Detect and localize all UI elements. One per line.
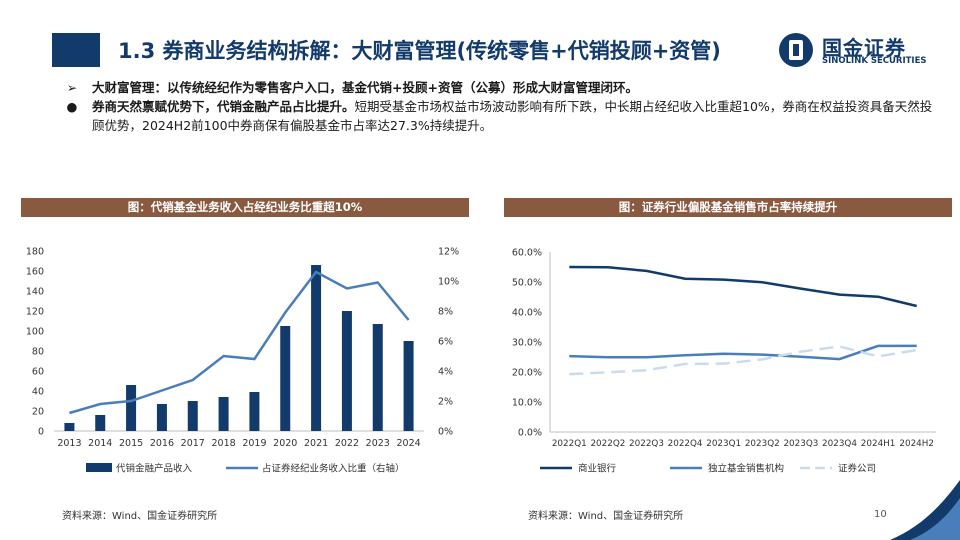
- legend-label: 证券公司: [838, 463, 876, 475]
- y-tick-label-right: 2%: [438, 397, 453, 408]
- x-tick-label: 2024H2: [899, 439, 934, 449]
- bullet-bold-text: 券商天然禀赋优势下，代销金融产品占比提升。: [92, 99, 355, 114]
- x-tick-label: 2023Q2: [745, 439, 780, 449]
- title-accent-block: [52, 33, 100, 67]
- x-tick-label: 2015: [119, 438, 143, 449]
- bullet-item: ➢ 大财富管理：以传统经纪作为零售客户入口，基金代销+投顾+资管（公募）形成大财…: [62, 78, 942, 97]
- legend-label: 商业银行: [578, 463, 617, 475]
- x-tick-label: 2016: [150, 438, 174, 449]
- bar: [218, 397, 229, 431]
- x-tick-label: 2013: [57, 438, 81, 449]
- y-tick-label-left: 60: [32, 367, 44, 378]
- x-tick-label: 2019: [242, 438, 266, 449]
- series-line-3: [569, 345, 917, 376]
- bullet-list: ➢ 大财富管理：以传统经纪作为零售客户入口，基金代销+投顾+资管（公募）形成大财…: [62, 78, 942, 135]
- y-tick-label-left: 80: [32, 347, 44, 358]
- bar: [126, 385, 137, 431]
- bar: [280, 326, 291, 431]
- page-number: 10: [874, 509, 887, 520]
- left-chart: 0 20 40 60 80 100 120 140 160 180 0% 2% 4% 6% 8% 10% 12%…: [26, 247, 459, 475]
- y-tick-label-right: 8%: [438, 307, 453, 318]
- bar: [64, 423, 75, 431]
- series-line-1: [569, 265, 917, 308]
- right-chart-source: 资料来源：Wind、国金证券研究所: [528, 511, 684, 522]
- y-tick-label: 50.0%: [512, 278, 542, 289]
- left-chart-source: 资料来源：Wind、国金证券研究所: [62, 511, 218, 522]
- y-tick-label-right: 12%: [438, 247, 459, 258]
- bar: [372, 324, 383, 431]
- y-tick-label-left: 40: [32, 387, 44, 398]
- bar: [341, 311, 352, 431]
- bar: [187, 401, 198, 431]
- bar: [403, 341, 414, 431]
- logo-emblem-icon: [779, 33, 813, 67]
- right-chart: 0.0% 10.0% 20.0% 30.0% 40.0% 50.0% 60.0% 2022Q1…: [512, 248, 936, 475]
- y-tick-label-left: 100: [26, 327, 44, 338]
- y-tick-label-left: 160: [26, 267, 44, 278]
- x-tick-label: 2023Q4: [822, 439, 857, 449]
- left-chart-title: 图：代销基金业务收入占经纪业务比重超10%: [21, 198, 469, 217]
- y-tick-label-right: 6%: [438, 337, 453, 348]
- y-tick-label-left: 20: [32, 407, 44, 418]
- y-tick-label: 20.0%: [512, 368, 542, 379]
- y-tick-label-left: 0: [38, 427, 44, 438]
- x-tick-label: 2022Q1: [552, 439, 587, 449]
- legend-label: 独立基金销售机构: [708, 463, 784, 475]
- legend-label-bar: 代销金融产品收入: [116, 463, 193, 475]
- x-tick-label: 2022: [335, 438, 359, 449]
- right-chart-title: 图：证券行业偏股基金销售市占率持续提升: [504, 198, 952, 217]
- bar: [156, 404, 167, 431]
- x-tick-label: 2023Q1: [706, 439, 741, 449]
- y-tick-label-right: 4%: [438, 367, 453, 378]
- series-line-2: [569, 344, 917, 361]
- logo-name: 国金证券: [822, 36, 906, 60]
- arrow-bullet-icon: ➢: [66, 80, 78, 95]
- y-tick-label-left: 140: [26, 287, 44, 298]
- x-tick-label: 2023: [366, 438, 390, 449]
- x-tick-label: 2018: [211, 438, 235, 449]
- logo-english-name: SINOLINK SECURITIES: [822, 56, 927, 66]
- bullet-bold-text: 大财富管理：以传统经纪作为零售客户入口，基金代销+投顾+资管（公募）形成大财富管…: [92, 80, 638, 95]
- y-tick-label-left: 180: [26, 247, 44, 258]
- page-title: 1.3 券商业务结构拆解：大财富管理(传统零售+代销投顾+资管): [118, 39, 721, 63]
- x-tick-label: 2014: [88, 438, 112, 449]
- y-tick-label-right: 0%: [438, 427, 453, 438]
- x-tick-label: 2022Q2: [590, 439, 625, 449]
- x-tick-label: 2024H1: [861, 439, 896, 449]
- company-logo: 国金证券 SINOLINK SECURITIES: [776, 30, 946, 70]
- legend-label-line: 占证券经纪业务收入比重（右轴）: [262, 463, 405, 475]
- y-tick-label: 0.0%: [518, 428, 542, 439]
- bar: [249, 392, 260, 431]
- y-tick-label: 40.0%: [512, 308, 542, 319]
- legend-swatch-bar: [86, 463, 112, 472]
- bar: [95, 415, 106, 431]
- y-tick-label-left: 120: [26, 307, 44, 318]
- x-tick-label: 2022Q4: [668, 439, 703, 449]
- x-tick-label: 2020: [273, 438, 297, 449]
- bar: [311, 265, 322, 431]
- y-tick-label: 30.0%: [512, 338, 542, 349]
- x-tick-label: 2023Q3: [783, 439, 818, 449]
- dot-bullet-icon: ●: [66, 99, 78, 114]
- series-line-ratio: [69, 270, 410, 415]
- x-tick-label: 2021: [304, 438, 328, 449]
- y-tick-label-right: 10%: [438, 277, 459, 288]
- bullet-item: ● 券商天然禀赋优势下，代销金融产品占比提升。短期受基金市场权益市场波动影响有所…: [62, 97, 942, 135]
- bullet-text: 短期受基金市场权益市场波动影响有所下跌，中长期占经纪收入比重超10%，券商在权益…: [92, 99, 933, 133]
- title-bar: 1.3 券商业务结构拆解：大财富管理(传统零售+代销投顾+资管): [52, 33, 772, 67]
- y-tick-label: 10.0%: [512, 398, 542, 409]
- x-tick-label: 2024: [396, 438, 420, 449]
- x-tick-label: 2017: [181, 438, 205, 449]
- x-tick-label: 2022Q3: [629, 439, 664, 449]
- y-tick-label: 60.0%: [512, 248, 542, 259]
- corner-decoration: [890, 480, 960, 540]
